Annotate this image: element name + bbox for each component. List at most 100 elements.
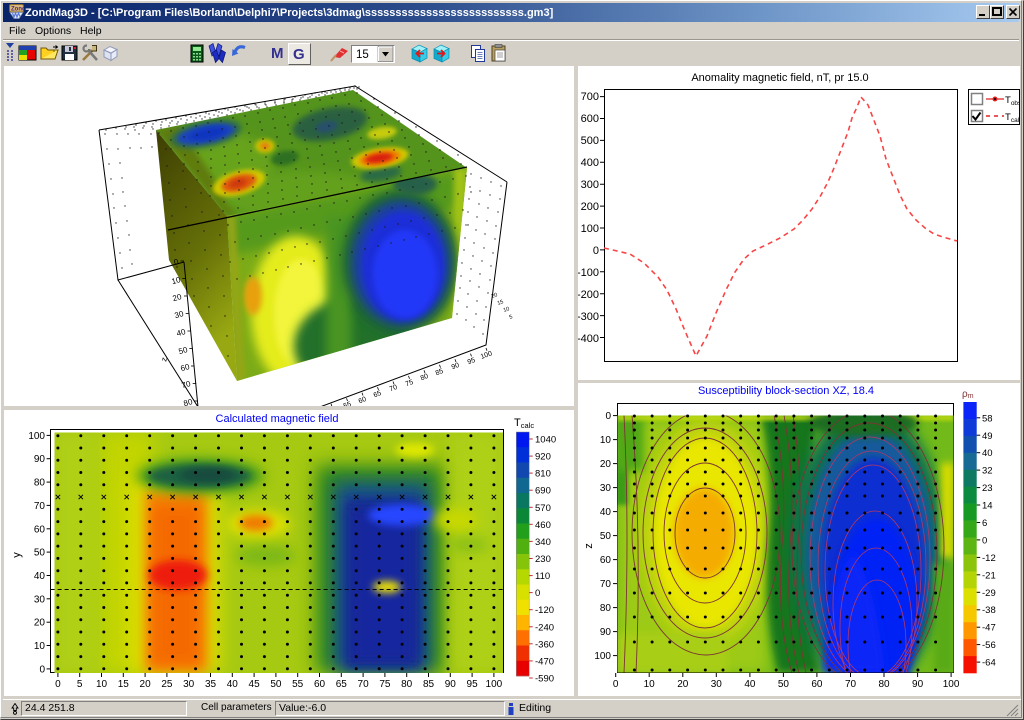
svg-text:40: 40: [227, 679, 239, 690]
svg-text:20: 20: [34, 618, 46, 629]
svg-text:200: 200: [581, 201, 599, 213]
svg-text:0: 0: [173, 257, 180, 267]
svg-text:40: 40: [34, 571, 46, 582]
svg-text:60: 60: [358, 396, 368, 405]
svg-text:80: 80: [420, 373, 430, 382]
svg-text:570: 570: [535, 503, 551, 514]
svg-text:340: 340: [535, 537, 551, 548]
svg-text:-12: -12: [982, 553, 996, 564]
svg-text:-300: -300: [578, 311, 599, 323]
svg-text:5: 5: [77, 679, 83, 690]
svg-text:230: 230: [535, 554, 551, 565]
svg-text:60: 60: [811, 679, 823, 690]
svg-text:45: 45: [249, 679, 261, 690]
svg-text:40: 40: [176, 327, 187, 338]
svg-text:20: 20: [172, 292, 183, 303]
svg-text:65: 65: [336, 679, 348, 690]
svg-text:z: z: [583, 543, 595, 549]
svg-text:0: 0: [593, 245, 599, 257]
svg-text:-64: -64: [982, 658, 996, 669]
svg-text:-120: -120: [535, 605, 554, 616]
svg-text:460: 460: [535, 520, 551, 531]
svg-text:60: 60: [600, 555, 612, 566]
svg-text:-470: -470: [535, 656, 554, 667]
svg-text:810: 810: [535, 469, 551, 480]
svg-text:30: 30: [600, 483, 612, 494]
svg-text:y: y: [11, 552, 23, 558]
svg-text:40: 40: [982, 448, 993, 459]
svg-text:58: 58: [982, 413, 993, 424]
svg-text:500: 500: [581, 135, 599, 147]
svg-text:100: 100: [594, 651, 611, 662]
svg-text:1040: 1040: [535, 435, 556, 446]
svg-text:14: 14: [982, 501, 993, 512]
svg-text:20: 20: [600, 459, 612, 470]
svg-text:60: 60: [34, 524, 46, 535]
svg-text:-29: -29: [982, 588, 996, 599]
svg-text:10: 10: [171, 275, 182, 286]
svg-text:-200: -200: [578, 289, 599, 301]
svg-text:-590: -590: [535, 674, 554, 685]
svg-text:50: 50: [34, 548, 46, 559]
svg-text:30: 30: [174, 309, 185, 320]
svg-text:0: 0: [535, 588, 540, 599]
svg-text:55: 55: [343, 401, 353, 406]
svg-text:z: z: [159, 356, 169, 362]
svg-text:20: 20: [677, 679, 689, 690]
svg-text:Susceptibility block-section X: Susceptibility block-section XZ, 18.4: [698, 385, 874, 397]
svg-text:50: 50: [270, 679, 282, 690]
svg-text:30: 30: [711, 679, 723, 690]
svg-text:85: 85: [435, 368, 445, 377]
svg-text:55: 55: [292, 679, 304, 690]
svg-text:-240: -240: [535, 622, 554, 633]
svg-text:90: 90: [451, 362, 461, 371]
svg-text:Tcalc: Tcalc: [514, 417, 534, 430]
svg-text:-360: -360: [535, 639, 554, 650]
svg-text:70: 70: [34, 501, 46, 512]
svg-text:65: 65: [373, 390, 383, 399]
svg-text:90: 90: [912, 679, 924, 690]
svg-text:0: 0: [982, 535, 987, 546]
svg-text:100: 100: [943, 679, 960, 690]
svg-text:90: 90: [445, 679, 457, 690]
svg-text:M: M: [271, 45, 284, 62]
svg-text:110: 110: [535, 571, 550, 582]
svg-text:Zond: Zond: [11, 7, 24, 13]
svg-text:50: 50: [600, 531, 612, 542]
svg-text:G: G: [293, 46, 305, 63]
svg-text:Anomality magnetic field, nT,: Anomality magnetic field, nT, pr 15.0: [691, 72, 868, 84]
svg-text:35: 35: [205, 679, 217, 690]
svg-text:70: 70: [600, 579, 612, 590]
svg-text:23: 23: [982, 483, 993, 494]
svg-text:0: 0: [605, 411, 611, 422]
svg-text:50: 50: [778, 679, 790, 690]
svg-text:32: 32: [982, 466, 993, 477]
svg-text:0: 0: [39, 664, 45, 675]
svg-text:-400: -400: [578, 333, 599, 345]
svg-text:80: 80: [878, 679, 890, 690]
svg-text:-47: -47: [982, 623, 996, 634]
svg-text:15: 15: [118, 679, 130, 690]
svg-text:5: 5: [509, 314, 514, 321]
svg-text:90: 90: [34, 454, 46, 465]
svg-text:0: 0: [55, 679, 61, 690]
svg-text:40: 40: [600, 507, 612, 518]
svg-text:6: 6: [982, 518, 987, 529]
svg-text:920: 920: [535, 452, 551, 463]
svg-text:85: 85: [423, 679, 435, 690]
svg-text:300: 300: [581, 179, 599, 191]
svg-text:30: 30: [34, 594, 46, 605]
svg-text:75: 75: [405, 379, 415, 388]
svg-text:40: 40: [744, 679, 756, 690]
svg-text:700: 700: [581, 91, 599, 103]
svg-text:75: 75: [379, 679, 391, 690]
svg-text:70: 70: [845, 679, 857, 690]
svg-text:70: 70: [358, 679, 370, 690]
svg-text:-56: -56: [982, 640, 996, 651]
svg-text:100: 100: [581, 223, 599, 235]
svg-text:-100: -100: [578, 267, 599, 279]
svg-text:80: 80: [401, 679, 413, 690]
svg-text:-38: -38: [982, 605, 996, 616]
svg-text:-21: -21: [982, 570, 996, 581]
svg-text:30: 30: [183, 679, 195, 690]
